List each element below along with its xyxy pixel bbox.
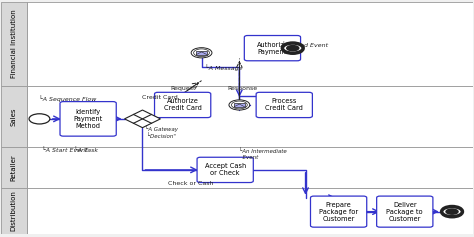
Text: Distribution: Distribution xyxy=(11,191,17,232)
Circle shape xyxy=(445,208,459,215)
Text: └An Intermediate
  Event: └An Intermediate Event xyxy=(239,148,287,160)
Text: Accept Cash
or Check: Accept Cash or Check xyxy=(205,163,246,176)
Text: └A Start Event: └A Start Event xyxy=(42,147,88,153)
Bar xyxy=(27,147,474,188)
Polygon shape xyxy=(125,110,160,128)
Text: Credit Card: Credit Card xyxy=(143,95,178,100)
Circle shape xyxy=(286,45,300,51)
Bar xyxy=(234,103,245,107)
Text: Prepare
Package for
Customer: Prepare Package for Customer xyxy=(319,202,358,222)
Text: Response: Response xyxy=(228,87,258,91)
Text: Sales: Sales xyxy=(11,107,17,126)
Bar xyxy=(0,2,27,87)
Bar xyxy=(27,87,474,147)
Circle shape xyxy=(231,101,247,109)
Circle shape xyxy=(191,48,212,58)
Text: Authorize
Credit Card: Authorize Credit Card xyxy=(164,98,201,111)
Text: Deliver
Package to
Customer: Deliver Package to Customer xyxy=(386,202,423,222)
Text: └An End Event: └An End Event xyxy=(282,42,328,48)
Text: └A Message: └A Message xyxy=(205,64,242,71)
FancyBboxPatch shape xyxy=(60,102,116,136)
Text: Retailer: Retailer xyxy=(11,154,17,181)
FancyBboxPatch shape xyxy=(155,92,211,118)
Bar xyxy=(0,147,27,188)
Bar xyxy=(27,188,474,234)
Circle shape xyxy=(283,43,303,53)
Text: Process
Credit Card: Process Credit Card xyxy=(265,98,303,111)
Text: └A Task: └A Task xyxy=(74,147,98,153)
Circle shape xyxy=(229,100,250,110)
FancyBboxPatch shape xyxy=(310,196,367,227)
FancyBboxPatch shape xyxy=(256,92,312,118)
Bar xyxy=(0,87,27,147)
FancyBboxPatch shape xyxy=(197,157,253,182)
Circle shape xyxy=(194,49,210,57)
FancyBboxPatch shape xyxy=(377,196,433,227)
Text: └A Sequence Flow: └A Sequence Flow xyxy=(39,95,97,101)
Bar xyxy=(0,188,27,234)
Text: Identify
Payment
Method: Identify Payment Method xyxy=(73,109,103,129)
FancyBboxPatch shape xyxy=(244,36,301,61)
Text: Financial Institution: Financial Institution xyxy=(11,10,17,78)
Text: Check or Cash: Check or Cash xyxy=(168,182,214,187)
Circle shape xyxy=(29,114,50,124)
Bar xyxy=(196,51,207,55)
Text: └A Gateway
 └Decision": └A Gateway └Decision" xyxy=(145,125,178,139)
Text: Authorize
Payment: Authorize Payment xyxy=(256,42,288,55)
Circle shape xyxy=(442,206,463,217)
Text: Request: Request xyxy=(171,87,196,91)
Bar xyxy=(27,2,474,87)
